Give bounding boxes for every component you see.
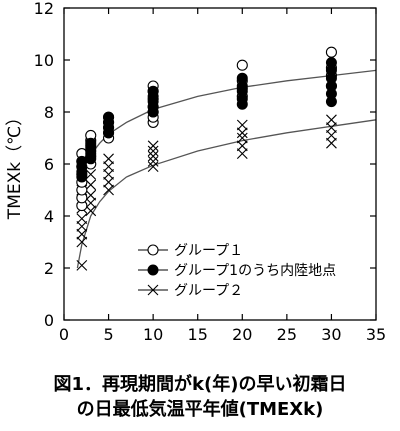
data-point-series-3: [85, 197, 97, 209]
data-point-series-3: [76, 221, 88, 232]
data-point-series-3: [147, 150, 159, 162]
y-tick-label: 10: [34, 51, 54, 70]
data-point-series-3: [85, 205, 97, 217]
fit-curve-2: [76, 119, 377, 269]
data-point-series-3: [103, 176, 114, 188]
data-point-series-3: [103, 153, 114, 165]
data-point-series-3: [85, 189, 97, 201]
data-point-series-2: [103, 111, 115, 123]
data-point-series-3: [103, 169, 114, 180]
data-point-series-3: [76, 260, 88, 271]
caption-line-1: 図1．再現期間がk(年)の早い初霜日: [53, 374, 347, 395]
x-tick-label: 10: [143, 325, 163, 344]
data-point-series-2: [236, 72, 248, 84]
data-point-series-3: [236, 132, 248, 144]
data-point-series-3: [76, 213, 88, 224]
data-point-series-3: [147, 145, 159, 157]
data-point-series-3: [147, 140, 159, 152]
x-tick-label: 30: [321, 325, 341, 344]
data-point-series-3: [147, 161, 159, 172]
data-point-series-3: [326, 122, 337, 133]
y-tick-label: 2: [44, 259, 54, 278]
x-tick-label: 35: [366, 325, 386, 344]
data-point-series-3: [76, 228, 88, 240]
data-point-series-2: [147, 85, 159, 97]
y-tick-label: 8: [44, 103, 54, 122]
x-tick-label: 0: [59, 325, 69, 344]
x-tick-label: 15: [188, 325, 208, 344]
data-point-series-1: [236, 59, 248, 71]
data-point-series-3: [76, 236, 88, 248]
y-tick-label: 6: [44, 155, 54, 174]
data-point-series-3: [85, 169, 97, 180]
figure-caption: 図1．再現期間がk(年)の早い初霜日 の日最低気温平年値(TMEXk): [0, 372, 400, 422]
data-point-series-3: [103, 184, 114, 196]
legend-label-group2: グループ２: [174, 283, 243, 299]
data-point-series-3: [326, 137, 337, 149]
data-point-series-2: [85, 137, 97, 149]
data-point-series-3: [236, 148, 248, 159]
x-tick-label: 5: [103, 325, 113, 344]
legend-label-group1: グループ１: [174, 243, 243, 259]
y-tick-label: 4: [44, 207, 54, 226]
data-points: [76, 46, 337, 271]
caption-line-2: の日最低気温平年値(TMEXk): [76, 399, 324, 420]
data-point-series-3: [236, 140, 248, 152]
axes: 0 5 10 15 20 25 30 35 0 2 4 6 8 10 12 TMEXk（℃）: [5, 0, 386, 344]
y-tick-label: 0: [44, 311, 54, 330]
data-point-series-3: [85, 179, 97, 191]
data-point-series-3: [236, 127, 248, 139]
data-point-series-1: [325, 46, 337, 58]
x-tick-label: 20: [232, 325, 252, 344]
data-point-series-3: [147, 156, 159, 167]
y-axis-title: TMEXk（℃）: [5, 109, 25, 220]
legend-marker-group2: [147, 284, 159, 296]
data-point-series-3: [326, 130, 337, 141]
data-point-series-3: [326, 114, 337, 126]
legend-marker-group1: [147, 244, 159, 256]
legend-marker-group1_inland: [147, 264, 159, 276]
data-point-series-2: [325, 57, 337, 69]
data-point-series-3: [236, 119, 248, 131]
y-tick-label: 12: [34, 0, 54, 18]
x-tick-label: 25: [277, 325, 297, 344]
legend-label-group1_inland: グループ1のうち内陸地点: [174, 263, 336, 279]
data-point-series-3: [103, 161, 114, 172]
